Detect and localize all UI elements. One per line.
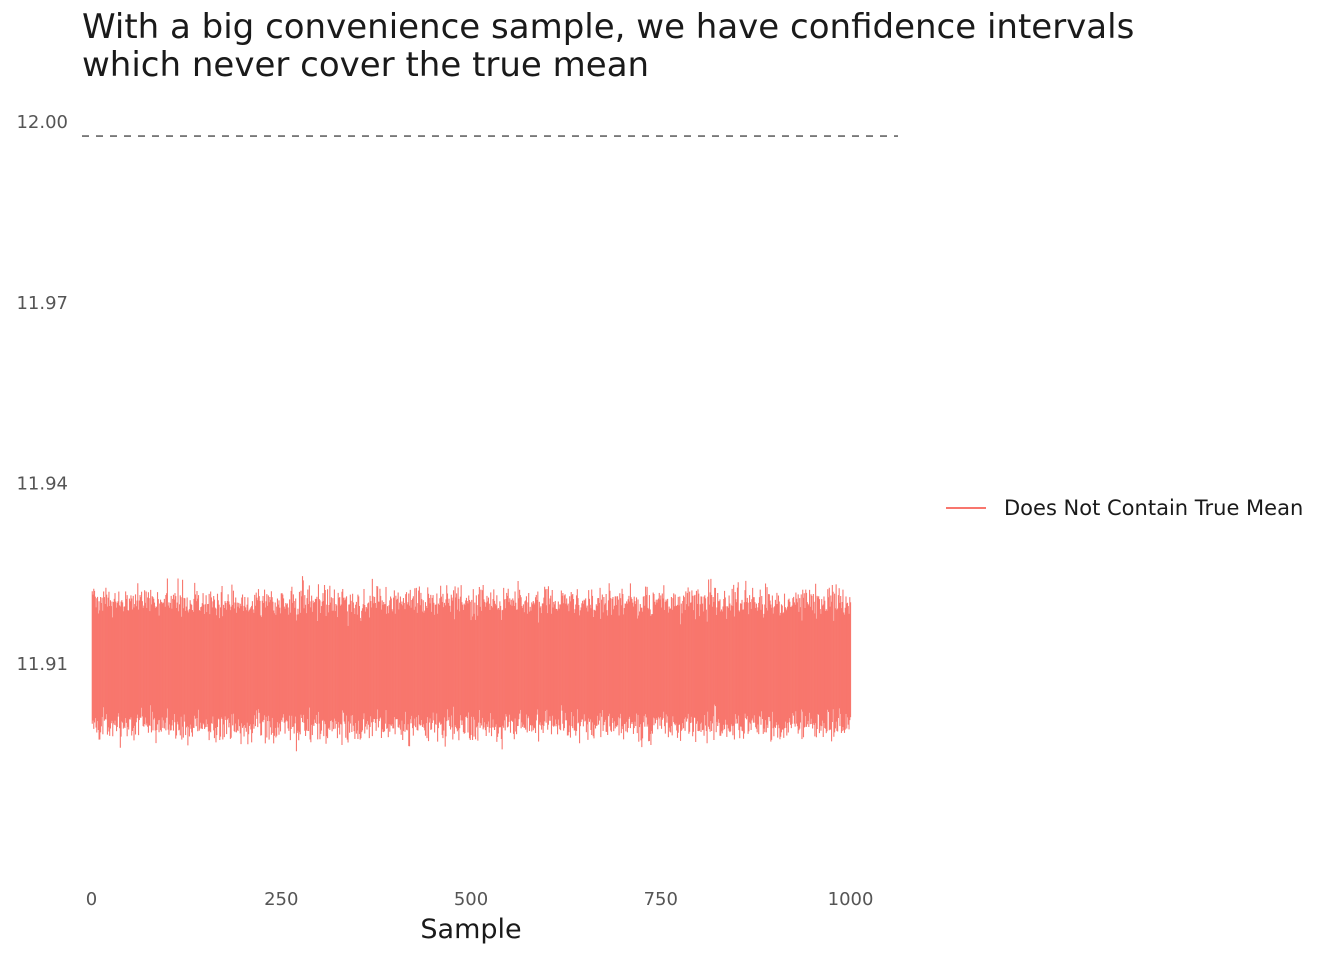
chart-title: With a big convenience sample, we have c… xyxy=(82,8,1182,84)
x-tick-label: 500 xyxy=(454,889,488,910)
y-tick-label: 11.91 xyxy=(16,654,68,675)
y-tick-label: 12.00 xyxy=(16,112,68,133)
confidence-intervals xyxy=(91,576,852,752)
y-tick-label: 11.97 xyxy=(16,293,68,314)
chart-title-line-1: With a big convenience sample, we have c… xyxy=(82,7,1135,47)
x-tick-label: 1000 xyxy=(828,889,874,910)
legend-label-does-not-contain: Does Not Contain True Mean xyxy=(1004,496,1304,520)
x-axis-ticks: 0 250 500 750 1000 xyxy=(86,889,874,910)
chart-title-line-2: which never cover the true mean xyxy=(82,45,650,85)
y-tick-label: 11.94 xyxy=(16,473,68,494)
x-tick-label: 750 xyxy=(644,889,678,910)
x-axis-label: Sample xyxy=(420,914,521,945)
x-tick-label: 250 xyxy=(264,889,298,910)
x-tick-label: 0 xyxy=(86,889,97,910)
legend-key-does-not-contain xyxy=(946,507,986,509)
y-axis-ticks: 11.91 11.94 11.97 12.00 xyxy=(16,112,68,675)
legend: Does Not Contain True Mean xyxy=(946,496,1303,520)
